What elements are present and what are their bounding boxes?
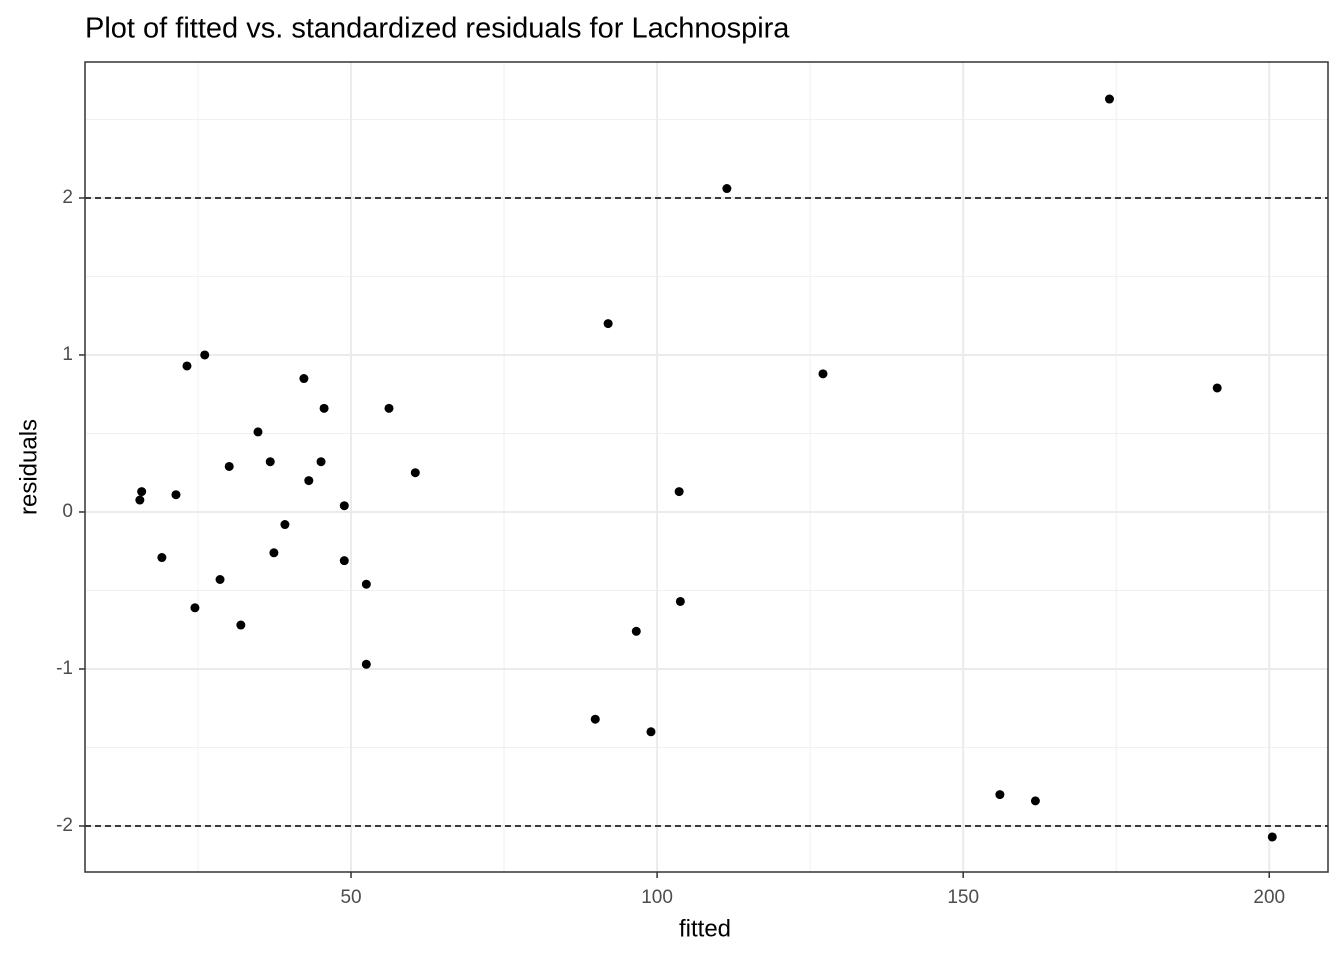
panel-border: [84, 61, 1329, 873]
point: [590, 714, 600, 724]
y-tick-label: 2: [62, 187, 73, 208]
point: [182, 361, 192, 371]
point: [236, 620, 246, 630]
point: [603, 319, 613, 329]
point: [135, 495, 145, 505]
point: [171, 490, 181, 500]
point: [410, 468, 420, 478]
point: [674, 487, 684, 497]
point: [157, 553, 167, 563]
point: [269, 548, 279, 558]
y-tick-label: 1: [62, 344, 73, 365]
x-tick-label: 200: [1253, 887, 1285, 908]
point: [646, 727, 656, 737]
point: [265, 457, 275, 467]
point: [280, 520, 290, 530]
point: [224, 461, 234, 471]
point: [818, 369, 828, 379]
x-tick-label: 100: [641, 887, 673, 908]
y-tick-label: 0: [62, 501, 73, 522]
point: [631, 626, 641, 636]
point: [253, 427, 263, 437]
point: [722, 184, 732, 194]
point: [361, 579, 371, 589]
point: [316, 457, 326, 467]
point: [339, 501, 349, 511]
x-axis-label: fitted: [679, 915, 731, 942]
point: [361, 659, 371, 669]
point: [200, 350, 210, 360]
point: [995, 790, 1005, 800]
point: [1267, 832, 1277, 842]
y-tick-label: -2: [56, 815, 73, 836]
point: [1212, 383, 1222, 393]
x-tick-label: 150: [947, 887, 979, 908]
point: [319, 403, 329, 413]
y-axis-label: residuals: [15, 419, 42, 515]
point: [137, 487, 147, 497]
point: [675, 596, 685, 606]
point: [1030, 796, 1040, 806]
y-tick-label: -1: [56, 658, 73, 679]
x-tick-label: 50: [340, 887, 361, 908]
chart-title: Plot of fitted vs. standardized residual…: [85, 13, 790, 45]
point: [215, 574, 225, 584]
point: [299, 374, 309, 384]
point: [339, 556, 349, 566]
point: [1104, 94, 1114, 104]
point: [384, 403, 394, 413]
point: [304, 476, 314, 486]
point: [190, 603, 200, 613]
